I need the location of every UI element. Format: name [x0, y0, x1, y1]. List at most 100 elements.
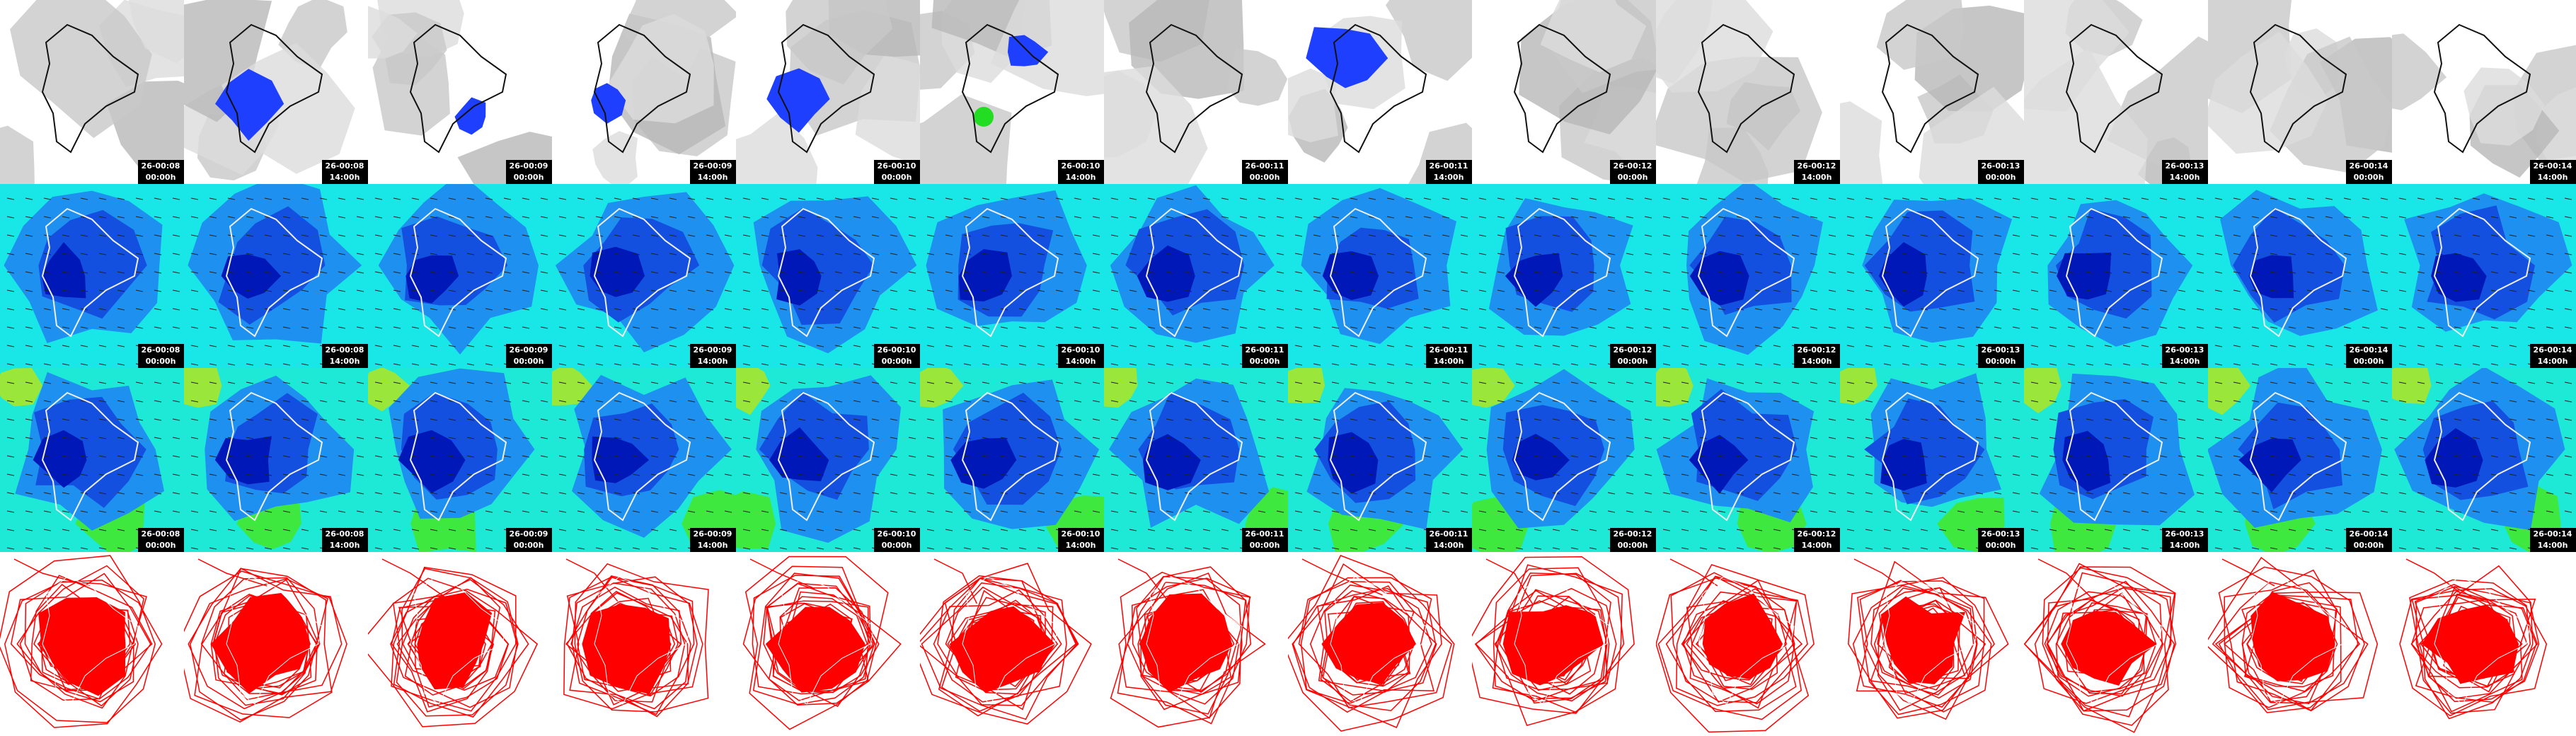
wind-barb	[2214, 197, 2223, 200]
wind-barb	[1147, 400, 1156, 403]
wind-barb	[2490, 547, 2499, 550]
wind-barb	[706, 234, 714, 237]
wind-barb	[209, 271, 217, 274]
wind-barb	[816, 381, 824, 384]
wind-barb	[522, 510, 530, 513]
wind-barb	[301, 253, 309, 255]
time-label: 00:00h	[514, 541, 544, 550]
plume-contour	[1300, 577, 1434, 704]
wind-barb	[1129, 510, 1137, 513]
wind-barb	[2564, 253, 2572, 255]
wind-barb	[338, 473, 346, 476]
wind-barb	[1865, 418, 1873, 421]
wind-barb	[2306, 271, 2315, 274]
wind-barb	[982, 289, 990, 292]
label-box	[2530, 160, 2576, 184]
wind-barb	[117, 197, 125, 200]
wind-barb	[98, 326, 107, 329]
wind-barb	[1920, 363, 1928, 366]
wind-barb	[2417, 326, 2425, 329]
wind-barb	[2343, 197, 2352, 200]
wind-barb	[2509, 492, 2517, 495]
wind-barb	[6, 253, 15, 255]
wind-barb	[798, 197, 806, 200]
coastline	[409, 207, 507, 338]
wind-barb	[154, 381, 162, 384]
wind-barb	[190, 418, 199, 421]
label-box	[1058, 344, 1104, 368]
wind-barb	[706, 381, 714, 384]
date-label: 26-00:10	[1062, 529, 1100, 539]
date-label: 26-00:08	[326, 345, 364, 355]
wind-barb	[871, 400, 880, 403]
wind-barb	[1994, 473, 2002, 476]
wind-barb	[1902, 271, 1910, 274]
coastline	[777, 391, 875, 522]
wind-barb	[798, 381, 806, 384]
wind-barb	[2306, 547, 2315, 550]
wind-barb	[1846, 529, 1855, 531]
wind-barb	[577, 197, 585, 200]
plume-contour	[390, 588, 518, 708]
wind-barb	[834, 547, 843, 550]
plume-contour	[1682, 580, 1803, 703]
wind-barb	[1368, 253, 1376, 255]
precip-core	[974, 107, 994, 127]
wind-barb	[1699, 547, 1708, 550]
wind-barb	[393, 345, 401, 347]
wind-barb	[2564, 455, 2572, 458]
wind-barb	[1478, 529, 1487, 531]
wind-barb	[227, 363, 236, 366]
wind-barb	[926, 418, 935, 421]
precip	[591, 83, 626, 124]
wind-barb	[1736, 289, 1744, 292]
coastline	[1330, 576, 1427, 705]
wind-barb	[1718, 455, 1726, 458]
wind-barb	[834, 418, 843, 421]
wind-barb	[2362, 473, 2370, 476]
wind-barb	[466, 492, 475, 495]
wind-barb	[2398, 363, 2407, 366]
wind-barb	[871, 381, 880, 384]
wind-barb	[1497, 271, 1505, 274]
wind-barb	[2122, 529, 2131, 531]
wind-barb	[1754, 308, 1763, 311]
wind-barb	[246, 547, 254, 550]
wind-barb	[687, 418, 696, 421]
wind-barb	[2380, 381, 2388, 384]
wind-barb	[908, 308, 916, 311]
wind-barb	[25, 510, 33, 513]
wind-barb	[2325, 345, 2333, 347]
wind-barb	[338, 253, 346, 255]
date-label: 26-00:08	[326, 529, 364, 539]
wind-barb	[1626, 289, 1634, 292]
wind-barb	[2380, 216, 2388, 219]
wind-barb	[485, 308, 493, 311]
wind-barb	[2049, 345, 2057, 347]
wind-barb	[742, 473, 751, 476]
wind-barb	[1736, 271, 1744, 274]
wind-barb	[1276, 234, 1284, 237]
wind-barb	[1405, 455, 1413, 458]
wind-barb	[1294, 289, 1303, 292]
wind-barb	[1331, 455, 1340, 458]
wind-barb	[80, 234, 88, 237]
wind-barb	[246, 437, 254, 439]
wind-barb	[2306, 197, 2315, 200]
wind-barb	[2214, 271, 2223, 274]
wind-barb	[890, 216, 898, 219]
wind-barb	[1478, 308, 1487, 311]
wind-barb	[1350, 253, 1358, 255]
wind-barb	[2086, 345, 2094, 347]
wind-barb	[834, 271, 843, 274]
wind-barb	[1055, 271, 1064, 274]
wind-barb	[706, 308, 714, 311]
wind-barb	[522, 473, 530, 476]
wind-barb	[264, 253, 272, 255]
coastline	[593, 391, 691, 522]
wind-barb	[1202, 400, 1211, 403]
wind-barb	[1423, 455, 1432, 458]
wind-barb	[2362, 271, 2370, 274]
